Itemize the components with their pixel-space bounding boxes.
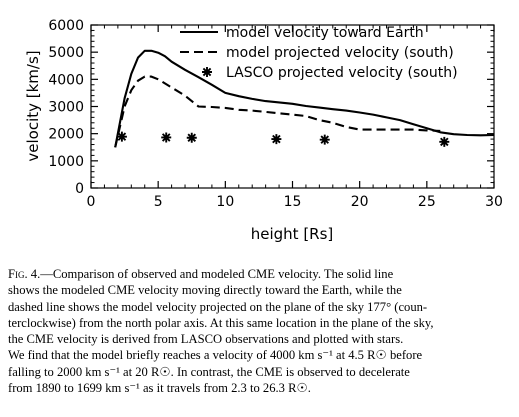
legend-label-0: model velocity toward Earth [226,25,424,41]
lasco-star-point-3 [271,134,282,145]
lasco-star-point-2 [186,132,197,143]
caption-line-2: shows the modeled CME velocity moving di… [8,283,402,298]
caption-line-3: dashed line shows the model velocity pro… [8,299,428,314]
caption-line-5: the CME velocity is derived from LASCO o… [8,332,404,347]
velocity-chart: 0 5 10 15 20 25 30 0 1000 2000 3000 4000 5000 6000 h… [24,18,503,243]
legend-star-marker [202,67,212,77]
caption-line-4: terclockwise) from the north polar axis.… [8,315,434,330]
x-tick-label-5: 25 [418,194,436,210]
lasco-star-point-5 [439,136,450,147]
caption-label: Fig. 4.— [8,267,53,281]
y-tick-label-2: 2000 [48,127,84,143]
x-tick-label-3: 15 [284,194,302,210]
x-tick-label-6: 30 [485,194,503,210]
y-tick-label-4: 4000 [48,72,84,88]
caption-line-7: falling to 2000 km s⁻¹ at 20 R☉. In cont… [8,364,410,379]
x-tick-label-0: 0 [87,194,96,210]
y-tick-label-6: 6000 [48,18,84,34]
y-tick-label-3: 3000 [48,100,84,116]
caption-line-1: Comparison of observed and modeled CME v… [52,267,394,281]
x-tick-label-2: 10 [216,194,234,210]
earthward-velocity-line [114,49,495,148]
x-tick-label-1: 5 [154,194,163,210]
series-layer [114,49,495,148]
y-axis-ticks: 0 1000 2000 3000 4000 5000 6000 [48,18,494,197]
legend: model velocity toward Earth model project… [180,25,458,81]
caption-line-8: from 1890 to 1699 km s⁻¹ as it travels f… [8,381,311,396]
y-tick-label-0: 0 [75,181,84,197]
y-tick-label-5: 5000 [48,45,84,61]
x-axis-label: height [Rs] [251,225,334,243]
figure-caption: Fig. 4.—Comparison of observed and model… [8,266,512,396]
lasco-star-point-4 [319,134,330,145]
legend-label-2: LASCO projected velocity (south) [226,65,458,81]
lasco-star-point-0 [116,131,127,142]
x-tick-label-4: 20 [351,194,369,210]
projected-velocity-line [114,75,441,148]
caption-line-6: We find that the model briefly reaches a… [8,348,423,363]
legend-label-1: model projected velocity (south) [226,45,454,61]
y-tick-label-1: 1000 [48,154,84,170]
y-axis-label: velocity [km/s] [24,50,42,161]
lasco-star-point-1 [161,132,172,143]
